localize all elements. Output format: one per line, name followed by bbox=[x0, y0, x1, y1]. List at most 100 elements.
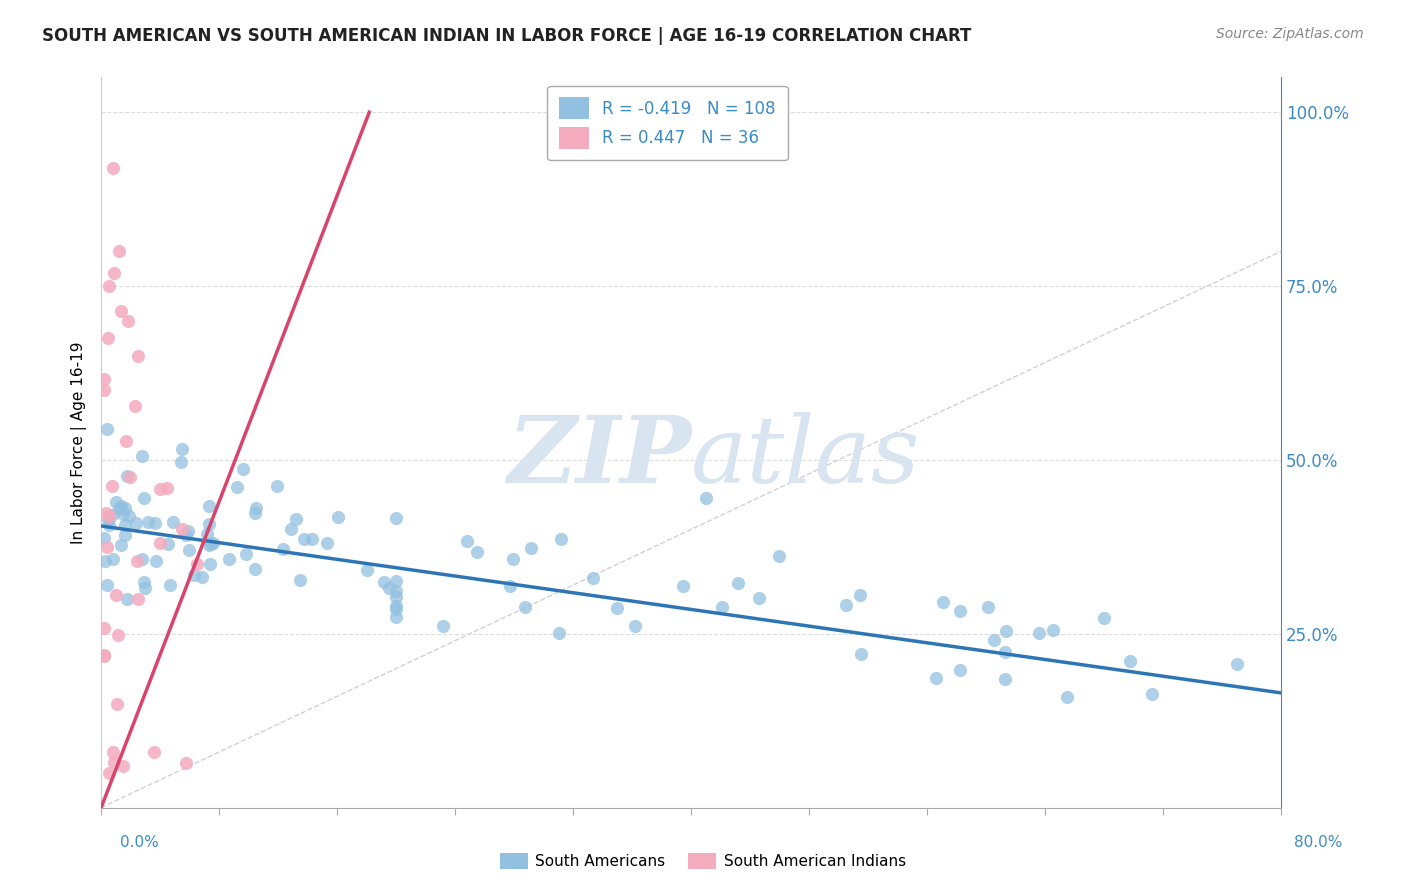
Point bbox=[385, 599, 408, 614]
Point bbox=[105, 588, 128, 602]
Point bbox=[550, 532, 572, 546]
Point bbox=[1042, 623, 1064, 637]
Point bbox=[582, 570, 605, 584]
Point bbox=[98, 517, 121, 532]
Point bbox=[672, 579, 695, 593]
Point bbox=[114, 527, 136, 541]
Point bbox=[191, 570, 214, 584]
Point bbox=[143, 516, 166, 530]
Point bbox=[711, 600, 734, 615]
Point bbox=[132, 491, 155, 505]
Point bbox=[117, 314, 139, 328]
Point bbox=[105, 495, 128, 509]
Point bbox=[245, 501, 267, 516]
Point bbox=[96, 577, 118, 591]
Point bbox=[995, 624, 1018, 638]
Point bbox=[96, 422, 118, 436]
Point bbox=[108, 244, 131, 259]
Text: 0.0%: 0.0% bbox=[120, 836, 159, 850]
Point bbox=[174, 756, 197, 770]
Point bbox=[108, 502, 131, 516]
Point bbox=[115, 469, 138, 483]
Point bbox=[93, 372, 115, 386]
Point bbox=[97, 765, 120, 780]
Point bbox=[197, 499, 219, 513]
Point bbox=[385, 510, 408, 524]
Text: Source: ZipAtlas.com: Source: ZipAtlas.com bbox=[1216, 27, 1364, 41]
Text: 80.0%: 80.0% bbox=[1295, 836, 1343, 850]
Point bbox=[183, 568, 205, 582]
Point bbox=[695, 491, 717, 506]
Point bbox=[201, 536, 224, 550]
Point bbox=[849, 588, 872, 602]
Point bbox=[271, 542, 294, 557]
Point bbox=[727, 575, 749, 590]
Point bbox=[125, 516, 148, 531]
Point bbox=[107, 628, 129, 642]
Point bbox=[127, 592, 149, 607]
Point bbox=[93, 531, 115, 545]
Point bbox=[170, 455, 193, 469]
Point bbox=[994, 672, 1017, 686]
Point bbox=[172, 523, 194, 537]
Point bbox=[118, 470, 141, 484]
Point bbox=[112, 507, 135, 521]
Point bbox=[385, 584, 408, 599]
Point bbox=[1056, 690, 1078, 705]
Point bbox=[200, 537, 222, 551]
Point bbox=[835, 598, 858, 612]
Point bbox=[315, 535, 337, 549]
Point bbox=[127, 349, 149, 363]
Point bbox=[197, 538, 219, 552]
Point bbox=[232, 461, 254, 475]
Point bbox=[96, 506, 118, 520]
Point bbox=[280, 522, 302, 536]
Point bbox=[513, 600, 536, 615]
Point bbox=[994, 645, 1017, 659]
Point bbox=[112, 759, 135, 773]
Point bbox=[1092, 611, 1115, 625]
Legend: South Americans, South American Indians: South Americans, South American Indians bbox=[494, 847, 912, 875]
Y-axis label: In Labor Force | Age 16-19: In Labor Force | Age 16-19 bbox=[72, 342, 87, 544]
Point bbox=[100, 478, 122, 492]
Legend: R = -0.419   N = 108, R = 0.447   N = 36: R = -0.419 N = 108, R = 0.447 N = 36 bbox=[547, 86, 787, 161]
Point bbox=[606, 600, 628, 615]
Point bbox=[1140, 687, 1163, 701]
Point bbox=[218, 551, 240, 566]
Point bbox=[97, 279, 120, 293]
Point bbox=[136, 515, 159, 529]
Point bbox=[851, 647, 873, 661]
Text: ZIP: ZIP bbox=[506, 412, 690, 502]
Point bbox=[548, 626, 571, 640]
Point bbox=[93, 648, 115, 662]
Point bbox=[101, 508, 124, 523]
Point bbox=[949, 663, 972, 677]
Point bbox=[768, 549, 790, 564]
Point bbox=[177, 543, 200, 558]
Point bbox=[103, 552, 125, 566]
Point bbox=[932, 595, 955, 609]
Point bbox=[356, 563, 378, 577]
Point bbox=[925, 671, 948, 685]
Point bbox=[114, 500, 136, 515]
Point bbox=[1028, 626, 1050, 640]
Point bbox=[156, 481, 179, 495]
Point bbox=[432, 618, 454, 632]
Point bbox=[385, 601, 408, 615]
Point bbox=[93, 649, 115, 664]
Point bbox=[983, 632, 1005, 647]
Point bbox=[127, 554, 149, 568]
Point bbox=[110, 499, 132, 513]
Point bbox=[162, 515, 184, 529]
Point bbox=[301, 532, 323, 546]
Point bbox=[118, 509, 141, 524]
Point bbox=[385, 610, 408, 624]
Point bbox=[149, 482, 172, 496]
Point bbox=[117, 592, 139, 607]
Point bbox=[328, 509, 350, 524]
Point bbox=[502, 551, 524, 566]
Point bbox=[235, 547, 257, 561]
Point bbox=[110, 303, 132, 318]
Point bbox=[114, 518, 136, 533]
Point bbox=[131, 449, 153, 463]
